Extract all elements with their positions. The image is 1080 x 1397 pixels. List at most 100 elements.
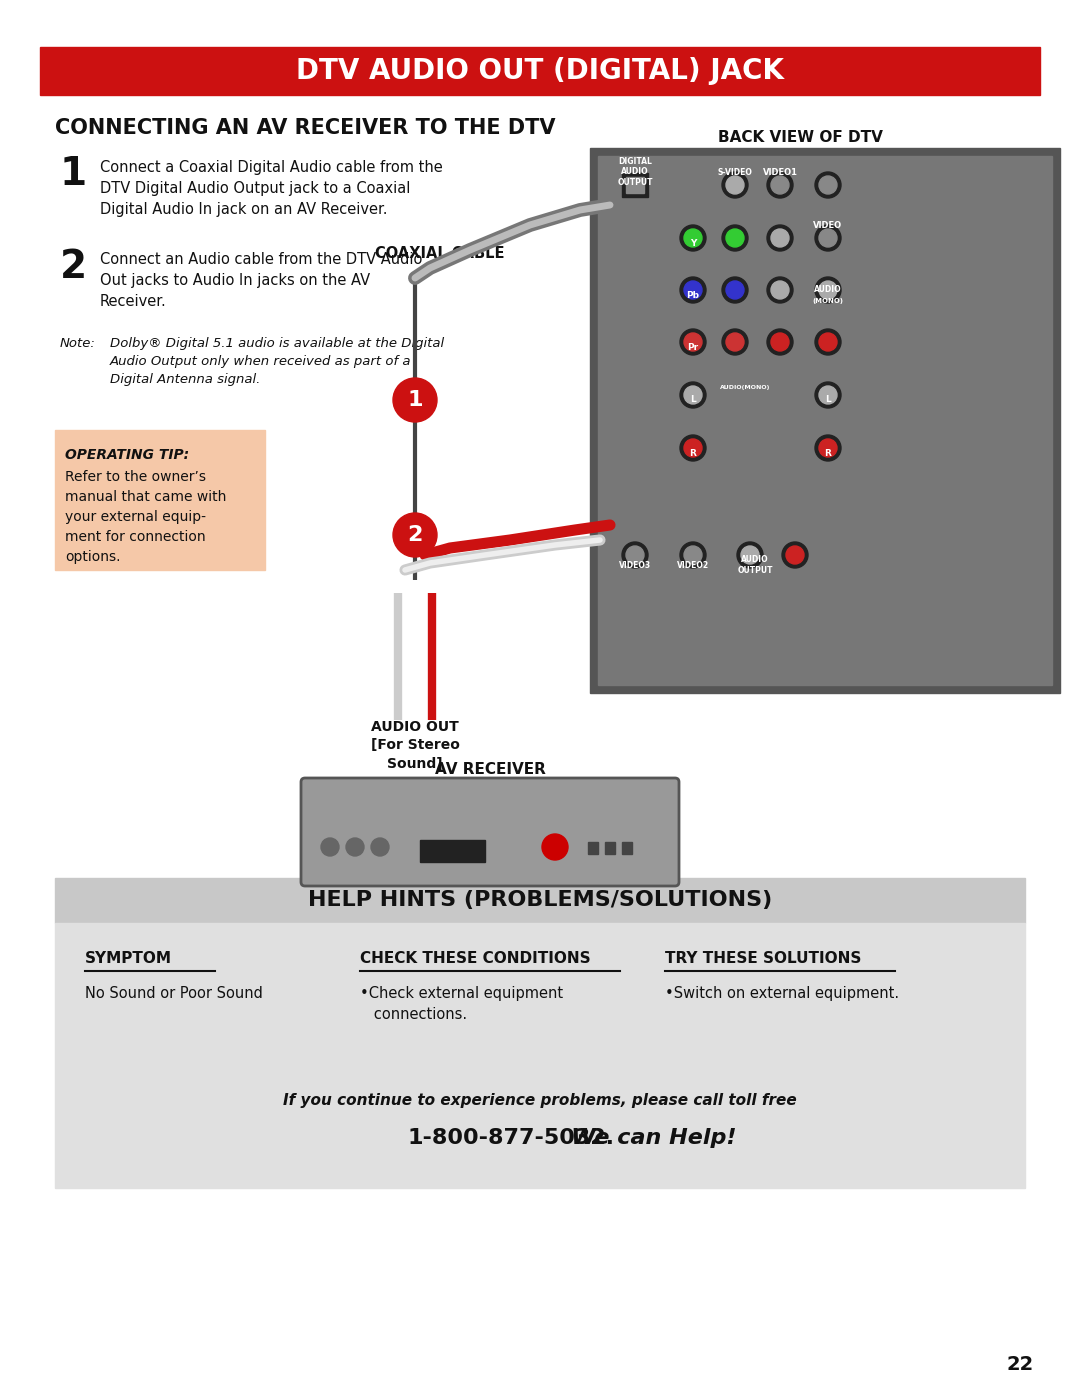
Circle shape [680,434,706,461]
Circle shape [622,542,648,569]
Text: AV RECEIVER: AV RECEIVER [434,761,545,777]
Circle shape [393,513,437,557]
Text: No Sound or Poor Sound: No Sound or Poor Sound [85,986,262,1002]
Circle shape [771,176,789,194]
Text: L: L [690,395,696,405]
Text: VIDEO1: VIDEO1 [762,168,797,177]
Text: R: R [689,448,697,457]
Text: Pr: Pr [688,342,699,352]
Text: DTV AUDIO OUT (DIGITAL) JACK: DTV AUDIO OUT (DIGITAL) JACK [296,57,784,85]
Bar [598,156,1052,685]
Circle shape [767,172,793,198]
Circle shape [771,229,789,247]
Text: L: L [825,395,831,405]
Circle shape [726,281,744,299]
Text: 1: 1 [407,390,422,409]
Circle shape [626,546,644,564]
Circle shape [815,277,841,303]
Text: Note:: Note: [60,337,96,351]
Circle shape [737,542,762,569]
Text: AUDIO OUT
[For Stereo
Sound]: AUDIO OUT [For Stereo Sound] [370,719,459,771]
Circle shape [723,330,748,355]
Text: Refer to the owner’s
manual that came with
your external equip-
ment for connect: Refer to the owner’s manual that came wi… [65,469,227,564]
Circle shape [815,381,841,408]
Circle shape [723,277,748,303]
Circle shape [815,172,841,198]
Text: 22: 22 [1007,1355,1034,1375]
Text: Pb: Pb [687,291,700,299]
Text: •Check external equipment
   connections.: •Check external equipment connections. [360,986,563,1023]
Circle shape [726,229,744,247]
Circle shape [680,542,706,569]
Text: CONNECTING AN AV RECEIVER TO THE DTV: CONNECTING AN AV RECEIVER TO THE DTV [55,117,555,138]
Text: S-VIDEO: S-VIDEO [717,168,753,177]
Bar [622,173,648,197]
Circle shape [771,332,789,351]
Text: (MONO): (MONO) [812,298,843,305]
Text: Connect an Audio cable from the DTV Audio
Out jacks to Audio In jacks on the AV
: Connect an Audio cable from the DTV Audi… [100,251,422,309]
Text: R: R [824,448,832,457]
Circle shape [723,172,748,198]
Circle shape [767,225,793,251]
Circle shape [684,386,702,404]
Text: AUDIO
OUTPUT: AUDIO OUTPUT [738,555,773,574]
Circle shape [680,330,706,355]
Circle shape [726,176,744,194]
Text: CHECK THESE CONDITIONS: CHECK THESE CONDITIONS [360,951,591,965]
Bar [605,842,615,854]
Circle shape [819,332,837,351]
Text: 2: 2 [60,249,87,286]
Bar [40,47,1040,95]
Bar [590,148,1059,693]
Circle shape [771,281,789,299]
Circle shape [680,225,706,251]
Circle shape [819,386,837,404]
Text: If you continue to experience problems, please call toll free: If you continue to experience problems, … [283,1092,797,1108]
Text: BACK VIEW OF DTV: BACK VIEW OF DTV [717,130,882,145]
Circle shape [680,277,706,303]
FancyBboxPatch shape [301,778,679,886]
Text: 2: 2 [407,525,422,545]
Text: •Switch on external equipment.: •Switch on external equipment. [665,986,900,1002]
Circle shape [819,281,837,299]
Circle shape [767,277,793,303]
Circle shape [786,546,804,564]
Circle shape [726,332,744,351]
Circle shape [684,439,702,457]
Circle shape [684,546,702,564]
Bar [55,877,1025,923]
Text: SYMPTOM: SYMPTOM [85,951,172,965]
Text: Dolby® Digital 5.1 audio is available at the Digital
Audio Output only when rece: Dolby® Digital 5.1 audio is available at… [110,337,444,386]
Text: VIDEO: VIDEO [813,221,842,231]
Circle shape [680,381,706,408]
Circle shape [684,229,702,247]
Circle shape [819,229,837,247]
Circle shape [815,434,841,461]
Bar [55,430,265,570]
Circle shape [346,838,364,856]
Circle shape [767,330,793,355]
Circle shape [815,330,841,355]
Bar [626,177,644,193]
Bar [420,840,485,862]
Bar [588,842,598,854]
Circle shape [684,281,702,299]
Text: AUDIO(MONO): AUDIO(MONO) [719,386,770,390]
Circle shape [723,225,748,251]
Text: AUDIO: AUDIO [814,285,841,293]
Text: Y: Y [690,239,697,247]
Circle shape [741,546,759,564]
Text: 1-800-877-5032.: 1-800-877-5032. [408,1127,615,1148]
Text: 1: 1 [60,155,87,193]
Circle shape [372,838,389,856]
Circle shape [819,176,837,194]
Circle shape [684,332,702,351]
Circle shape [815,225,841,251]
Text: We can Help!: We can Help! [548,1127,737,1148]
Circle shape [819,439,837,457]
Bar [55,923,1025,1187]
Text: TRY THESE SOLUTIONS: TRY THESE SOLUTIONS [665,951,862,965]
Text: OPERATING TIP:: OPERATING TIP: [65,448,189,462]
Text: HELP HINTS (PROBLEMS/SOLUTIONS): HELP HINTS (PROBLEMS/SOLUTIONS) [308,890,772,909]
Circle shape [321,838,339,856]
